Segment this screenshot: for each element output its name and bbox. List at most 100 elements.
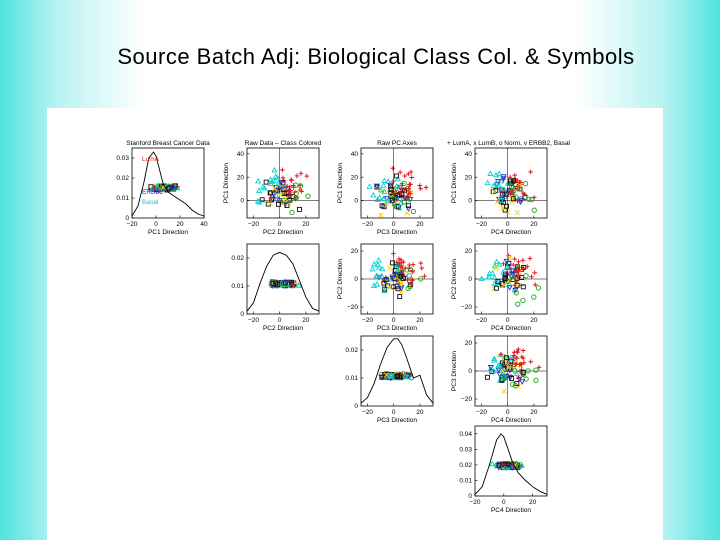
density-curve [246, 251, 320, 312]
point-luma [532, 270, 537, 275]
y-tick-label: −20 [461, 396, 472, 403]
point-basal [495, 362, 502, 368]
point-lumb [378, 212, 384, 218]
point-luma [520, 258, 526, 263]
point-other [263, 179, 269, 185]
point-luma [297, 183, 303, 188]
point-luma [391, 251, 396, 256]
pc1-legend: LumA ERBB2 Basal [142, 156, 164, 206]
plot-pc3-density: −20 0 20 0 0.01 0.02 PC3 Direction [345, 335, 434, 424]
point-lumb [501, 282, 507, 288]
point-luma [501, 261, 506, 267]
point-lumb [505, 209, 511, 215]
point-luma [288, 192, 293, 198]
point-basal [493, 258, 500, 265]
point-lumb [506, 364, 512, 371]
plot-frame [360, 335, 434, 407]
y-tick-label: −20 [347, 304, 358, 311]
point-basal [255, 177, 262, 184]
point-erbb2 [387, 182, 394, 189]
point-basal [502, 464, 509, 471]
y-tick-label: 20 [237, 174, 245, 181]
x-tick-label: −20 [248, 221, 259, 228]
point-basal [496, 261, 503, 267]
point-norm [535, 285, 542, 291]
point-erbb2 [518, 198, 525, 204]
x-tick-label: −20 [476, 409, 487, 416]
plot-frame [474, 425, 548, 497]
x-axis-label: PC4 Direction [491, 229, 531, 236]
x-tick-label: 0 [392, 409, 396, 416]
point-luma [516, 346, 521, 352]
point-luma [518, 283, 524, 288]
point-norm [502, 374, 508, 381]
point-luma [520, 348, 526, 353]
point-luma [422, 273, 427, 279]
x-tick-label: 0 [278, 221, 282, 228]
point-norm [401, 180, 407, 187]
y-tick-label: 0 [240, 311, 244, 318]
x-axis-label: PC4 Direction [491, 507, 531, 514]
point-lumb [516, 182, 523, 188]
point-norm [531, 294, 537, 300]
point-norm [525, 368, 531, 374]
x-tick-label: 0 [502, 499, 506, 506]
point-erbb2 [506, 285, 513, 291]
point-other [406, 203, 411, 209]
point-luma [409, 277, 415, 282]
plot-frame [246, 243, 320, 315]
x-axis-label: PC3 Direction [377, 417, 417, 424]
y-tick-label: 40 [351, 151, 359, 158]
x-tick-label: 20 [302, 317, 310, 324]
point-other [484, 374, 490, 380]
point-lumb [397, 278, 404, 284]
point-other [389, 260, 395, 266]
y-tick-label: 20 [465, 248, 473, 255]
point-other [519, 275, 525, 281]
point-basal [255, 187, 263, 193]
point-erbb2 [373, 183, 380, 190]
y-tick-label: 0 [354, 276, 358, 283]
x-tick-label: −20 [248, 317, 259, 324]
y-tick-label: −20 [461, 304, 472, 311]
point-basal [507, 463, 514, 470]
point-basal [378, 272, 385, 279]
point-basal [478, 275, 485, 282]
point-other [407, 282, 413, 288]
x-tick-label: 20 [530, 409, 538, 416]
point-other [503, 191, 509, 197]
point-luma [410, 262, 416, 267]
point-luma [418, 186, 423, 192]
point-luma [406, 171, 411, 177]
point-luma [394, 259, 400, 265]
x-tick-label: 20 [416, 317, 424, 324]
point-erbb2 [509, 268, 516, 275]
plot-pc1-vs-pc4: −20 0 20 0 20 40 PC4 Direction PC1 Direction [451, 147, 548, 236]
point-basal [256, 198, 263, 205]
point-lumb [494, 199, 500, 205]
point-erbb2 [405, 206, 412, 212]
point-other [381, 280, 387, 286]
point-basal [280, 184, 288, 190]
x-tick-label: 0 [392, 317, 396, 324]
point-other [166, 185, 172, 191]
point-luma [527, 256, 533, 261]
point-erbb2 [395, 280, 402, 286]
point-basal [395, 204, 403, 211]
point-basal [394, 175, 401, 182]
point-basal [366, 183, 373, 189]
x-axis-label: PC2 Direction [263, 325, 303, 332]
x-axis-label: PC3 Direction [377, 229, 417, 236]
point-luma [513, 362, 518, 367]
point-basal [371, 260, 378, 267]
point-basal [491, 356, 498, 363]
figure-panel: −20 0 20 40 0 0.01 0.02 0.03 PC1 Direction Stanfo… [47, 108, 663, 540]
y-tick-label: 0.02 [116, 175, 129, 182]
point-luma [521, 360, 527, 366]
y-axis-label: PC1 Direction [337, 163, 344, 203]
point-basal [498, 177, 505, 184]
x-tick-label: 0 [392, 221, 396, 228]
x-tick-label: −20 [362, 221, 373, 228]
x-axis-label: PC4 Direction [491, 417, 531, 424]
point-basal [394, 261, 401, 268]
